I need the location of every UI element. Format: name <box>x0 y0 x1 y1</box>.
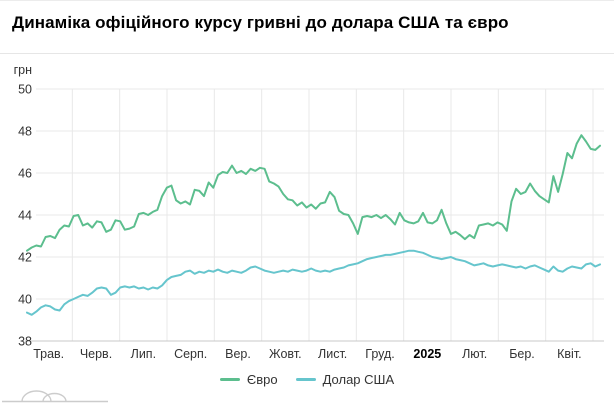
svg-text:44: 44 <box>18 209 32 223</box>
svg-text:Лип.: Лип. <box>131 347 156 361</box>
svg-text:Груд.: Груд. <box>365 347 394 361</box>
legend-item-euro[interactable]: Євро <box>219 372 278 387</box>
svg-text:50: 50 <box>18 83 32 97</box>
svg-text:40: 40 <box>18 293 32 307</box>
svg-text:Жовт.: Жовт. <box>269 347 302 361</box>
svg-text:42: 42 <box>18 251 32 265</box>
chart-title: Динаміка офіційного курсу гривні до дола… <box>12 13 509 32</box>
chart-legend: Євро Долар США <box>0 372 614 387</box>
svg-text:Бер.: Бер. <box>509 347 535 361</box>
svg-text:Квіт.: Квіт. <box>557 347 582 361</box>
svg-text:38: 38 <box>18 335 32 349</box>
svg-text:Черв.: Черв. <box>80 347 112 361</box>
svg-text:Вер.: Вер. <box>225 347 251 361</box>
svg-text:Трав.: Трав. <box>33 347 64 361</box>
legend-label-dollar: Долар США <box>322 372 395 387</box>
legend-swatch-euro-icon <box>219 378 240 381</box>
header: Динаміка офіційного курсу гривні до дола… <box>0 1 614 54</box>
legend-label-euro: Євро <box>246 372 278 387</box>
svg-text:Лист.: Лист. <box>318 347 347 361</box>
svg-text:46: 46 <box>18 167 32 181</box>
chart-canvas[interactable]: 50 48 46 44 42 40 38 грн Трав. Черв. Лип. Серп. Вер.… <box>0 56 614 368</box>
svg-text:2025: 2025 <box>413 347 441 361</box>
svg-text:Серп.: Серп. <box>174 347 207 361</box>
legend-item-dollar[interactable]: Долар США <box>295 372 395 387</box>
svg-text:грн: грн <box>14 63 33 77</box>
svg-text:Лют.: Лют. <box>462 347 487 361</box>
legend-swatch-dollar-icon <box>295 378 316 381</box>
svg-text:48: 48 <box>18 125 32 139</box>
